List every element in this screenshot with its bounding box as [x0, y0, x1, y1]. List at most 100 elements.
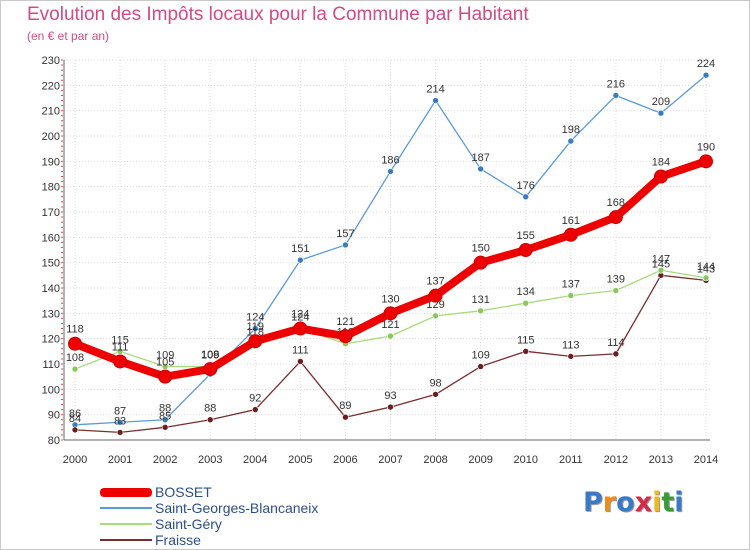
data-point	[567, 292, 575, 299]
y-tick-label: 80	[48, 435, 60, 447]
y-tick-label: 150	[42, 258, 60, 270]
data-point	[158, 369, 173, 384]
y-tick-label: 90	[48, 410, 60, 422]
data-point	[522, 193, 530, 201]
data-label: 168	[607, 197, 625, 209]
x-tick-label: 2012	[604, 454, 628, 466]
y-tick-label: 230	[42, 55, 60, 67]
data-label: 109	[156, 350, 174, 362]
data-label: 157	[336, 228, 354, 240]
logo-letter: r	[602, 487, 617, 518]
data-point	[297, 358, 304, 365]
data-point	[68, 336, 82, 351]
data-label: 118	[247, 327, 265, 339]
data-label: 147	[652, 253, 670, 265]
data-point	[387, 168, 394, 175]
data-label: 184	[652, 157, 670, 169]
x-tick-label: 2014	[694, 454, 718, 466]
x-tick-label: 2001	[108, 454, 132, 466]
y-tick-label: 220	[42, 80, 60, 92]
data-label: 118	[66, 324, 84, 336]
data-label: 88	[159, 403, 171, 415]
y-tick-label: 120	[42, 334, 60, 346]
data-label: 209	[652, 96, 670, 108]
data-point	[522, 348, 530, 355]
x-tick-label: 2002	[153, 454, 177, 466]
data-label: 114	[607, 337, 625, 349]
y-tick-label: 210	[42, 106, 60, 118]
data-label: 98	[429, 377, 441, 389]
data-point	[342, 413, 349, 421]
data-label: 134	[517, 286, 535, 298]
logo-letter: P	[583, 487, 603, 518]
data-point	[432, 312, 439, 320]
legend-label-fraisse: Fraisse	[155, 532, 201, 548]
data-label: 124	[246, 312, 264, 324]
data-point	[473, 255, 488, 270]
chart-subtitle: (en € et par an)	[27, 29, 110, 43]
data-label: 176	[517, 180, 535, 192]
legend-item-bosset: BOSSET	[100, 484, 400, 500]
data-point	[338, 329, 353, 344]
data-point	[71, 426, 79, 434]
legend-item-saint-georges: Saint-Georges-Blancaneix	[100, 500, 400, 516]
y-tick-label: 130	[42, 308, 60, 320]
data-point	[161, 424, 169, 431]
data-point	[428, 288, 443, 303]
legend: BOSSET Saint-Georges-Blancaneix Saint-Gé…	[100, 484, 400, 548]
data-label: 131	[471, 294, 489, 306]
data-label: 187	[471, 152, 489, 164]
x-tick-label: 2006	[333, 454, 357, 466]
data-point	[657, 109, 665, 117]
data-label: 111	[292, 344, 309, 356]
data-label: 89	[339, 400, 351, 412]
data-point	[116, 429, 124, 436]
data-label: 124	[291, 309, 309, 321]
logo-letter: i	[652, 487, 662, 518]
data-point	[702, 71, 710, 79]
x-tick-label: 2010	[513, 454, 537, 466]
data-label: 129	[426, 299, 444, 311]
data-label: 105	[156, 357, 174, 369]
data-label: 119	[247, 321, 265, 333]
data-point	[297, 256, 304, 264]
data-point	[206, 416, 214, 424]
data-label: 214	[426, 84, 444, 96]
data-label: 150	[471, 243, 489, 255]
data-label: 121	[381, 319, 399, 331]
data-label: 86	[69, 408, 81, 420]
data-point	[657, 266, 665, 274]
x-tick-label: 2013	[649, 454, 673, 466]
x-tick-label: 2011	[559, 454, 583, 466]
logo-letter: o	[616, 487, 635, 518]
data-point	[116, 348, 124, 355]
data-label: 93	[384, 390, 396, 402]
data-label: 108	[201, 349, 219, 361]
y-tick-label: 100	[42, 384, 60, 396]
y-tick-label: 160	[42, 232, 60, 244]
x-tick-label: 2005	[288, 454, 312, 466]
data-label: 113	[562, 339, 580, 351]
legend-swatch-bosset	[100, 487, 152, 497]
chart-title: Evolution des Impôts locaux pour la Comm…	[27, 4, 529, 25]
data-label: 144	[697, 261, 715, 273]
y-tick-label: 180	[42, 182, 60, 194]
proxiti-logo: Proxiti	[583, 487, 684, 518]
y-tick-label: 110	[42, 359, 60, 371]
legend-item-fraisse: Fraisse	[100, 532, 400, 548]
data-label: 124	[291, 312, 309, 324]
data-label: 92	[249, 393, 261, 405]
x-tick-label: 2009	[468, 454, 492, 466]
data-label: 115	[111, 334, 129, 346]
legend-label-bosset: BOSSET	[155, 484, 212, 500]
data-point	[161, 363, 169, 370]
data-label: 108	[66, 352, 84, 364]
data-label: 115	[517, 334, 535, 346]
x-tick-label: 2007	[378, 454, 402, 466]
y-tick-label: 140	[42, 283, 60, 295]
data-label: 109	[201, 350, 219, 362]
legend-swatch-saint-georges	[100, 507, 152, 509]
y-tick-label: 200	[42, 131, 60, 143]
x-tick-label: 2004	[243, 454, 267, 466]
